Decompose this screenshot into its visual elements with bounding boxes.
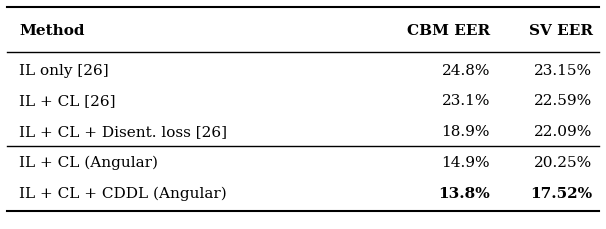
Text: 22.09%: 22.09% — [534, 125, 593, 139]
Text: 24.8%: 24.8% — [442, 63, 490, 77]
Text: SV EER: SV EER — [528, 24, 593, 38]
Text: 17.52%: 17.52% — [530, 186, 593, 200]
Text: IL + CL (Angular): IL + CL (Angular) — [19, 155, 159, 169]
Text: 14.9%: 14.9% — [441, 155, 490, 169]
Text: 13.8%: 13.8% — [438, 186, 490, 200]
Text: 20.25%: 20.25% — [534, 155, 593, 169]
Text: 23.1%: 23.1% — [442, 94, 490, 108]
Text: 18.9%: 18.9% — [442, 125, 490, 139]
Text: Method: Method — [19, 24, 85, 38]
Text: IL + CL [26]: IL + CL [26] — [19, 94, 116, 108]
Text: 23.15%: 23.15% — [534, 63, 593, 77]
Text: IL + CL + Disent. loss [26]: IL + CL + Disent. loss [26] — [19, 125, 227, 139]
Text: 22.59%: 22.59% — [534, 94, 593, 108]
Text: CBM EER: CBM EER — [407, 24, 490, 38]
Text: IL + CL + CDDL (Angular): IL + CL + CDDL (Angular) — [19, 185, 227, 200]
Text: IL only [26]: IL only [26] — [19, 63, 109, 77]
